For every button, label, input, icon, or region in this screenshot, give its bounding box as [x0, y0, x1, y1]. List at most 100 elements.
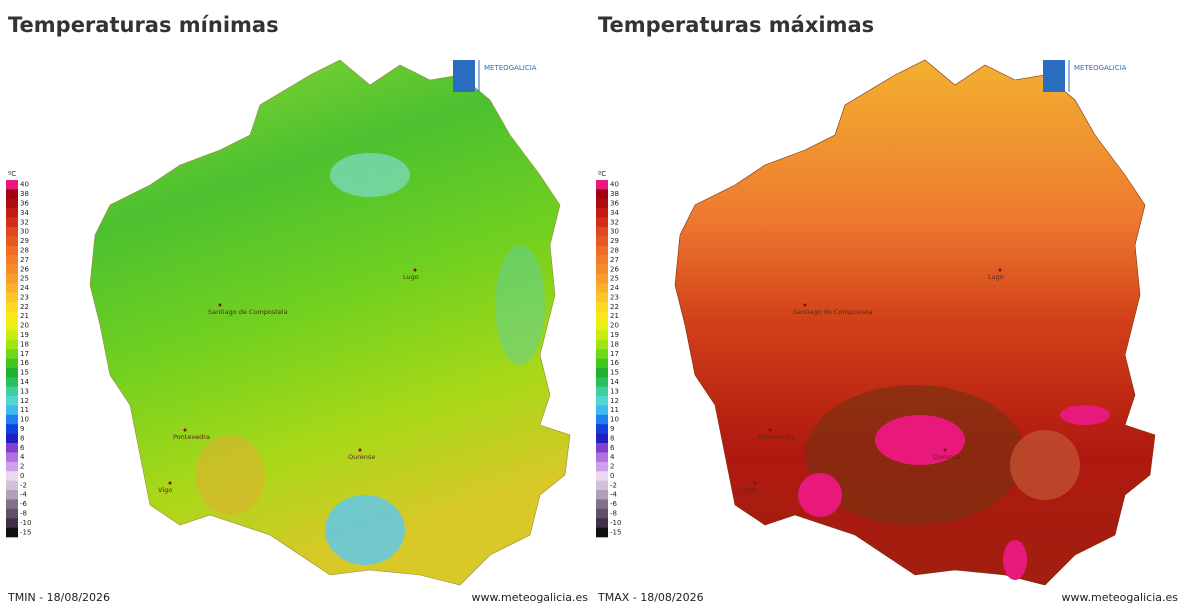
legend-swatch — [6, 480, 18, 491]
legend-swatch — [6, 471, 18, 481]
legend-label: 24 — [610, 284, 619, 292]
legend-label: 2 — [20, 463, 24, 471]
legend-swatch — [596, 311, 608, 322]
legend-swatch — [6, 443, 18, 453]
legend-label: 27 — [20, 256, 29, 264]
legend-swatch — [596, 320, 608, 331]
logo-text: METEOGALICIA — [484, 64, 537, 72]
hot-area — [1003, 540, 1027, 580]
legend-label: 14 — [20, 378, 29, 386]
legend-label: -4 — [20, 491, 28, 499]
city-label: Ourense — [933, 453, 960, 461]
legend-label: 8 — [610, 434, 614, 442]
legend-label: 12 — [610, 397, 619, 405]
city-label: Pontevedra — [758, 433, 795, 441]
legend-label: -15 — [20, 528, 31, 536]
legend-swatch — [596, 358, 608, 369]
legend-label: 30 — [20, 228, 29, 236]
footer-right: www.meteogalicia.es — [1062, 591, 1179, 604]
legend-label: 28 — [610, 246, 619, 254]
legend-swatch — [596, 189, 608, 200]
legend-label: 36 — [610, 199, 619, 207]
legend-label: 25 — [610, 275, 619, 283]
city-dot — [218, 303, 222, 307]
legend-swatch — [6, 217, 18, 228]
legend-label: 13 — [20, 387, 29, 395]
legend-swatch — [6, 518, 18, 528]
legend-swatch — [596, 471, 608, 481]
legend-label: 38 — [610, 190, 619, 198]
legend-swatch — [596, 198, 608, 209]
legend-label: 20 — [610, 322, 619, 330]
legend-label: 10 — [20, 416, 29, 424]
hot-area — [875, 415, 965, 465]
legend-label: 22 — [20, 303, 29, 311]
legend-swatch — [596, 490, 608, 500]
legend-swatch — [6, 273, 18, 284]
city-dot — [183, 428, 187, 432]
legend-label: 25 — [20, 275, 29, 283]
legend-swatch — [596, 424, 608, 434]
legend-label: 38 — [20, 190, 29, 198]
legend-label: 19 — [20, 331, 29, 339]
legend-unit: ºC — [598, 170, 606, 178]
city-label: Santiago de Compostela — [793, 308, 873, 316]
legend-label: 11 — [20, 406, 29, 414]
legend-label: 29 — [20, 237, 29, 245]
legend-swatch — [596, 377, 608, 387]
legend-swatch — [6, 320, 18, 331]
legend-label: 23 — [20, 293, 29, 301]
legend-swatch — [6, 264, 18, 275]
legend-label: 16 — [20, 359, 29, 367]
city-label: Ourense — [348, 453, 375, 461]
legend-swatch — [6, 405, 18, 416]
legend-swatch — [6, 490, 18, 500]
legend-label: 18 — [610, 340, 619, 348]
legend-unit: ºC — [8, 170, 16, 178]
legend-label: 13 — [610, 387, 619, 395]
legend-swatch — [6, 330, 18, 341]
legend-swatch — [596, 367, 608, 378]
legend-swatch — [596, 255, 608, 265]
legend-swatch — [596, 339, 608, 350]
legend-label: 9 — [610, 425, 614, 433]
legend-swatch — [6, 508, 18, 519]
legend-label: 19 — [610, 331, 619, 339]
legend-label: -10 — [20, 519, 31, 527]
legend-label: 17 — [20, 350, 29, 358]
legend-swatch — [6, 499, 18, 510]
city-dot — [998, 268, 1002, 272]
legend-swatch — [6, 311, 18, 322]
legend-swatch — [596, 236, 608, 247]
cool-area — [330, 153, 410, 197]
legend-swatch — [6, 414, 18, 425]
map-max — [674, 59, 1156, 586]
city-label: Vigo — [158, 486, 172, 494]
legend-swatch — [596, 330, 608, 341]
legend-label: 26 — [20, 265, 29, 273]
legend-swatch — [596, 349, 608, 359]
legend-swatch — [596, 452, 608, 463]
legend-swatch — [596, 386, 608, 397]
legend-swatch — [596, 518, 608, 528]
city-dot — [943, 448, 947, 452]
legend-label: 6 — [20, 444, 25, 452]
city-dot — [768, 428, 772, 432]
legend-swatch — [6, 527, 18, 538]
legend-swatch — [6, 433, 18, 444]
legend-swatch — [596, 226, 608, 237]
legend-label: 4 — [610, 453, 615, 461]
legend-swatch — [596, 180, 608, 190]
city-label: Pontevedra — [173, 433, 210, 441]
map-title: Temperaturas mínimas — [8, 13, 279, 37]
legend-swatch — [596, 217, 608, 228]
legend-swatch — [596, 433, 608, 444]
legend-label: 20 — [20, 322, 29, 330]
legend-swatch — [6, 339, 18, 350]
map-min — [89, 59, 571, 586]
hot-area — [1060, 405, 1110, 425]
legend-label: -8 — [610, 510, 617, 518]
legend-swatch — [6, 180, 18, 190]
legend-label: 11 — [610, 406, 619, 414]
